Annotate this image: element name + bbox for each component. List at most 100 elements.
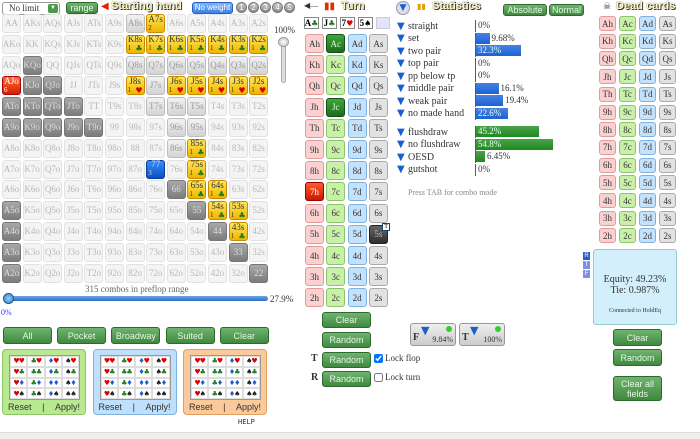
suit-combo-cell[interactable]: ♦ ♠ <box>44 388 62 399</box>
hand-cell-QTs[interactable]: QTs <box>84 55 104 75</box>
hand-cell-J3s[interactable]: J3s 1 ♥ <box>228 76 248 96</box>
dead-card-4c[interactable]: 4c <box>619 193 636 208</box>
hand-cell-A5o[interactable]: A5o <box>2 201 21 221</box>
hand-cell-55[interactable]: 55 <box>187 201 207 221</box>
filter-icon[interactable]: ▼ <box>397 58 405 69</box>
hand-cell-85s[interactable]: 85s 1 ♣ <box>187 138 207 158</box>
hand-cell-JJ[interactable]: JJ <box>63 76 83 96</box>
hand-cell-Q7o[interactable]: Q7o <box>43 159 63 179</box>
hand-cell-K2o[interactable]: K2o <box>22 263 42 283</box>
dead-card-Ah[interactable]: Ah <box>599 16 616 31</box>
hand-cell-98s[interactable]: 98s <box>125 118 145 137</box>
hand-cell-K6s[interactable]: K6s 1 ♣ <box>166 34 186 54</box>
hand-cell-A9s[interactable]: A9s <box>105 14 124 33</box>
hand-cell-A3o[interactable]: A3o <box>2 242 21 262</box>
filter-icon[interactable]: ▼ <box>396 1 410 15</box>
dead-card-5d[interactable]: 5d <box>639 175 656 191</box>
hand-cell-A6s[interactable]: A6s <box>166 14 186 33</box>
hand-cell-A7s[interactable]: A7s 2 <box>146 14 166 33</box>
board-card-2s[interactable]: 2s <box>368 288 388 308</box>
hand-cell-85o[interactable]: 85o <box>125 201 145 221</box>
dead-card-9s[interactable]: 9s <box>659 104 676 120</box>
hand-cell-AKs[interactable]: AKs <box>22 14 42 33</box>
hand-cell-TT[interactable]: TT <box>84 97 104 117</box>
dead-card-Ac[interactable]: Ac <box>619 16 636 31</box>
dead-card-9h[interactable]: 9h <box>599 104 616 120</box>
dead-card-Kc[interactable]: Kc <box>619 33 636 49</box>
hand-cell-J5o[interactable]: J5o <box>63 201 83 221</box>
hand-cell-K3o[interactable]: K3o <box>22 242 42 262</box>
hand-cell-T4s[interactable]: T4s <box>208 97 227 117</box>
suit-combo-cell[interactable]: ♦ ♥ <box>135 356 153 367</box>
empty-board-slot[interactable] <box>376 17 390 29</box>
board-card-Qh[interactable]: Qh <box>305 76 324 96</box>
filter-icon[interactable]: ▼ <box>397 151 405 163</box>
hand-cell-94s[interactable]: 94s <box>208 118 227 137</box>
hand-cell-43s[interactable]: 43s 1 ♣ <box>228 222 248 241</box>
board-card-Ks[interactable]: Ks <box>368 55 388 75</box>
street-tab-R[interactable]: R <box>583 252 590 260</box>
suit-combo-cell[interactable]: ♦ ♣ <box>225 366 243 378</box>
preset-all-button[interactable]: All <box>3 327 52 344</box>
hand-cell-93o[interactable]: 93o <box>105 242 124 262</box>
hand-cell-97s[interactable]: 97s <box>146 118 166 137</box>
dead-card-Jc[interactable]: Jc <box>619 69 636 85</box>
hand-cell-Q6o[interactable]: Q6o <box>43 180 63 200</box>
suit-combo-cell[interactable]: ♣ ♣ <box>27 366 45 378</box>
filter-icon[interactable]: ▼ <box>397 126 405 138</box>
board-card-3h[interactable]: 3h <box>305 267 324 287</box>
suit-combo-cell[interactable]: ♥ ♠ <box>10 388 28 399</box>
hand-cell-95s[interactable]: 95s <box>187 118 207 137</box>
hand-cell-88[interactable]: 88 <box>125 138 145 158</box>
board-card-6c[interactable]: 6c <box>326 203 346 223</box>
range-button[interactable]: range <box>66 2 98 14</box>
suit-combo-cell[interactable]: ♥ ♠ <box>191 388 209 399</box>
flop-random-button[interactable]: Random <box>322 352 371 368</box>
dead-card-6c[interactable]: 6c <box>619 157 636 173</box>
hand-cell-62o[interactable]: 62o <box>166 263 186 283</box>
hand-cell-73s[interactable]: 73s <box>228 159 248 179</box>
hand-cell-J7s[interactable]: J7s <box>146 76 166 96</box>
hand-cell-A2o[interactable]: A2o <box>2 263 21 283</box>
dead-card-8d[interactable]: 8d <box>639 122 656 138</box>
normal-button[interactable]: Normal <box>549 4 584 16</box>
suit-combo-cell[interactable]: ♥ ♥ <box>10 356 28 367</box>
board-card-Ts[interactable]: Ts <box>368 118 388 138</box>
no-weight-button[interactable]: No weight <box>192 2 233 14</box>
suit-combo-cell[interactable]: ♠ ♣ <box>242 366 260 378</box>
back-arrow-icon[interactable]: ◀— <box>304 1 319 10</box>
hand-cell-QQ[interactable]: QQ <box>43 55 63 75</box>
preset-broadway-button[interactable]: Broadway <box>111 327 161 344</box>
hand-cell-42s[interactable]: 42s <box>249 222 269 241</box>
hand-cell-T8s[interactable]: T8s <box>125 97 145 117</box>
dead-card-Js[interactable]: Js <box>659 69 676 85</box>
dead-clear-button[interactable]: Clear <box>613 329 662 346</box>
dead-card-Td[interactable]: Td <box>639 86 656 102</box>
lock-turn[interactable]: Lock turn <box>374 372 420 382</box>
suit-combo-cell[interactable]: ♥ ♦ <box>100 377 118 389</box>
suit-combo-cell[interactable]: ♥ ♣ <box>10 366 28 378</box>
weight-slot-1[interactable]: 1 <box>236 2 247 13</box>
dead-card-4h[interactable]: 4h <box>599 193 616 208</box>
hand-cell-K5o[interactable]: K5o <box>22 201 42 221</box>
hand-cell-76o[interactable]: 76o <box>146 180 166 200</box>
hand-cell-Q8o[interactable]: Q8o <box>43 138 63 158</box>
street-tab-T[interactable]: T <box>583 261 590 269</box>
hand-cell-KJs[interactable]: KJs <box>63 34 83 54</box>
hand-cell-K2s[interactable]: K2s 1 ♣ <box>249 34 269 54</box>
hand-cell-32s[interactable]: 32s <box>249 242 269 262</box>
hand-cell-Q3s[interactable]: Q3s <box>228 55 248 75</box>
hand-cell-J3o[interactable]: J3o <box>63 242 83 262</box>
apply-link[interactable]: Apply! <box>145 402 171 412</box>
hand-cell-K7o[interactable]: K7o <box>22 159 42 179</box>
hand-cell-22[interactable]: 22 <box>249 263 269 283</box>
hand-cell-K5s[interactable]: K5s 1 ♣ <box>187 34 207 54</box>
board-card-5s[interactable]: 5s T <box>368 222 390 244</box>
hand-cell-AJo[interactable]: AJo 6 <box>2 76 21 96</box>
hand-cell-AA[interactable]: AA <box>2 14 21 33</box>
filter-icon[interactable]: ▼ <box>397 164 405 175</box>
hand-cell-K4s[interactable]: K4s 1 ♣ <box>208 34 227 54</box>
hand-cell-KK[interactable]: KK <box>22 34 42 54</box>
board-card-Kc[interactable]: Kc <box>326 55 346 75</box>
hand-cell-K6o[interactable]: K6o <box>22 180 42 200</box>
